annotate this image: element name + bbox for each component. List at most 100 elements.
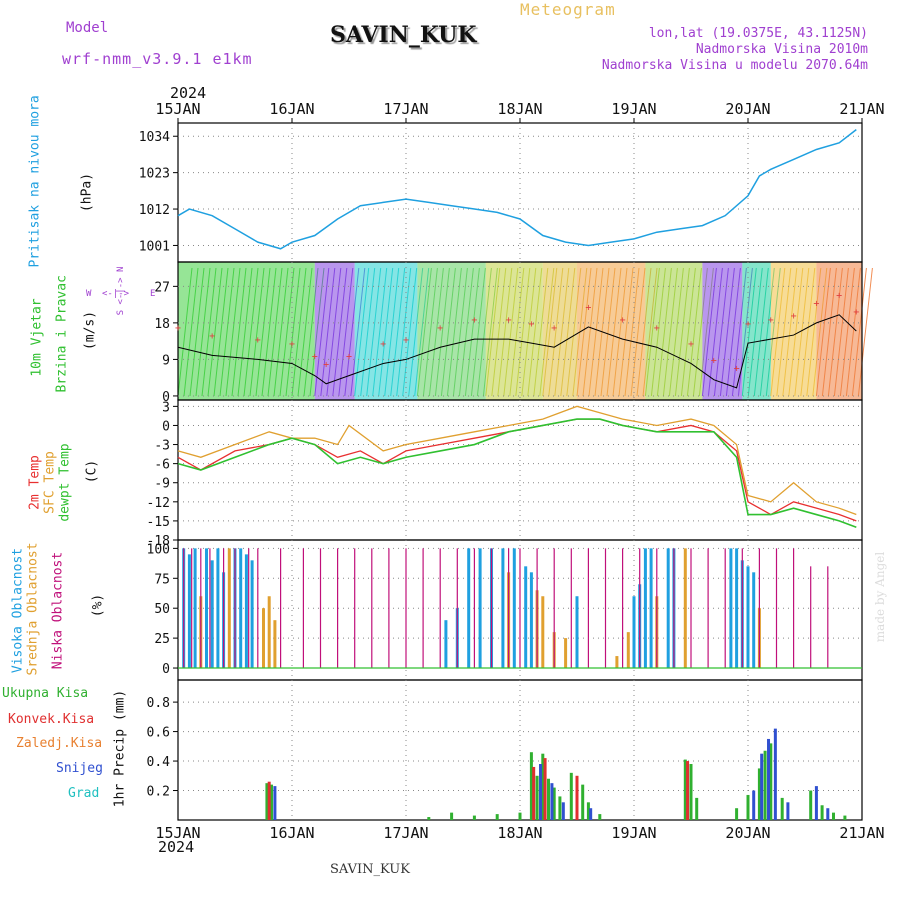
wind-barb — [372, 267, 388, 397]
wind-barb — [827, 267, 843, 397]
compass-w: W — [86, 289, 92, 299]
wind-barb — [491, 267, 507, 397]
precip-conv-bar — [543, 758, 547, 820]
wind-barb — [213, 267, 229, 397]
cloud-tick-label: 100 — [147, 542, 170, 557]
precip-tick-label: 0.6 — [147, 726, 170, 741]
cloud-high-bar — [735, 548, 739, 669]
pressure-tick-label: 1023 — [139, 167, 170, 182]
wind-barb — [794, 267, 810, 397]
precip-total-bar — [558, 796, 562, 820]
cloud-high-bar — [478, 548, 482, 669]
wind-barb — [776, 267, 792, 397]
pressure-tick-label: 1001 — [139, 239, 170, 254]
model-label: Model — [66, 20, 109, 36]
precip-total-bar — [529, 752, 533, 820]
wind-barb — [231, 267, 247, 397]
cloud-high-bar — [666, 548, 670, 669]
wind-barb — [360, 267, 376, 397]
cloud-tick-label: 0 — [162, 662, 170, 677]
precip-snow-bar — [550, 783, 554, 820]
cloud-high-bar — [239, 548, 243, 669]
wind-barb — [713, 267, 729, 397]
precip-total-bar — [769, 743, 773, 820]
wind-barb — [485, 267, 501, 397]
wind-barb — [261, 267, 277, 397]
wind-gust-mark: + — [688, 339, 694, 350]
wind-barb — [201, 267, 217, 397]
temp-tick-label: 0 — [162, 419, 170, 434]
temp-tick-label: -15 — [147, 515, 170, 530]
wind-barb — [285, 267, 301, 397]
wind-barb — [815, 267, 831, 397]
wind-barb — [548, 267, 564, 397]
precip-total-bar — [427, 817, 431, 820]
cloud-mid-bar — [227, 548, 231, 669]
date-label-top: 21JAN — [839, 100, 884, 118]
cloud-high-bar — [444, 620, 448, 669]
compass-arrow: <-|-> — [102, 289, 130, 299]
wind-barb — [320, 267, 336, 397]
wind-barb — [366, 267, 382, 397]
wind-gust-mark: + — [853, 307, 859, 318]
cloud-tick-label: 75 — [154, 572, 170, 587]
wind-band — [577, 262, 646, 400]
cloud-mid-bar — [626, 632, 630, 669]
wind-barb — [396, 267, 412, 397]
precip-snow-bar — [561, 802, 565, 820]
wind-barb — [521, 267, 537, 397]
date-label-top: 20JAN — [725, 100, 770, 118]
lonlat-label: lon,lat (19.0375E, 43.1125N) — [648, 26, 868, 41]
wind-barb — [402, 267, 418, 397]
wind-barb — [297, 267, 313, 397]
wind-barb — [243, 267, 259, 397]
wind-barb — [782, 267, 798, 397]
precip-total-bar — [581, 784, 585, 820]
wind-tick-label: 27 — [154, 280, 170, 295]
wind-barb — [338, 267, 354, 397]
wind-gust-mark: + — [437, 323, 443, 334]
date-label-bottom: 21JAN — [839, 824, 884, 842]
precip-total-bar — [535, 775, 539, 820]
model-name: wrf-nmm_v3.9.1 e1km — [62, 50, 253, 68]
wind-barb — [747, 267, 763, 397]
precip-total-bar — [735, 808, 739, 820]
precip-snow-bar — [826, 808, 830, 820]
temp-tick-label: -9 — [154, 477, 170, 492]
temp-tick-label: 3 — [162, 400, 170, 415]
precip-snow-bar — [814, 786, 818, 820]
wind-gust-mark: + — [312, 351, 318, 362]
temp-tick-label: -3 — [154, 439, 170, 454]
cloud-mid-bar — [683, 548, 687, 669]
wind-speed-line — [177, 314, 857, 389]
precip-tick-label: 0.2 — [147, 785, 170, 800]
wind-gust-mark: + — [175, 323, 181, 334]
sfc-temp-line — [177, 405, 857, 516]
date-label-bottom: 19JAN — [611, 824, 656, 842]
wind-barb — [582, 267, 598, 397]
wind-barb — [624, 267, 640, 397]
date-label-top: 17JAN — [383, 100, 428, 118]
date-label-bottom: 20JAN — [725, 824, 770, 842]
precip-total-bar — [269, 784, 273, 820]
wind-barb — [788, 267, 804, 397]
wind-barb — [273, 267, 289, 397]
wind-barb — [326, 267, 342, 397]
wind-barb — [707, 267, 723, 397]
precip-conv-bar — [532, 766, 536, 820]
wind-barb — [668, 267, 684, 397]
precip-total-bar — [809, 790, 813, 820]
wind-barb — [719, 267, 735, 397]
precip-conv-bar — [686, 761, 690, 820]
cloud-high-bar — [501, 548, 505, 669]
wind-gust-mark: + — [380, 339, 386, 350]
wind-barb — [857, 267, 873, 397]
wind-barb — [291, 267, 307, 397]
cloud-tick-label: 25 — [154, 632, 170, 647]
cloud-high-bar — [210, 560, 214, 669]
wind-tick-label: 0 — [162, 390, 170, 405]
wind-barb — [207, 267, 223, 397]
precip-total-bar — [746, 794, 750, 820]
year-top: 2024 — [170, 84, 207, 102]
